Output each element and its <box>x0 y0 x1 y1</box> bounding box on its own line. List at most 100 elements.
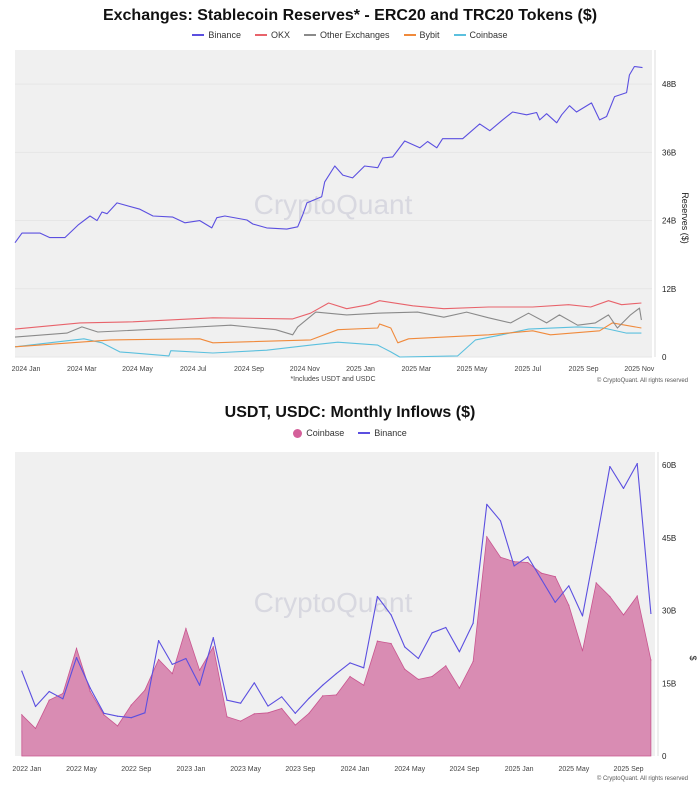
y-tick-label: 12B <box>662 285 676 294</box>
data-point-coinbase <box>527 561 529 564</box>
data-point-binance <box>609 465 611 468</box>
data-point-coinbase <box>335 694 337 696</box>
legend-item-bybit[interactable]: Bybit <box>403 30 440 40</box>
legend-item-coinbase[interactable]: Coinbase <box>293 428 344 438</box>
data-point-coinbase <box>130 704 132 706</box>
data-point-binance <box>185 657 187 660</box>
data-point-coinbase <box>431 675 433 678</box>
data-point-binance <box>75 656 78 659</box>
data-point-coinbase <box>554 576 556 578</box>
data-point-binance <box>650 612 652 615</box>
x-tick-label: 2025 Sep <box>569 366 599 373</box>
x-tick-label: 2025 Mar <box>401 366 431 373</box>
data-point-coinbase <box>267 712 269 714</box>
data-point-binance <box>48 690 50 693</box>
data-point-coinbase <box>595 582 597 584</box>
data-point-binance <box>144 712 146 714</box>
data-point-binance <box>363 667 365 669</box>
data-point-coinbase <box>322 695 324 697</box>
legend-swatch <box>192 34 205 36</box>
data-point-coinbase <box>185 627 187 630</box>
x-tick-label: 2023 May <box>230 766 261 773</box>
legend-label: Other Exchanges <box>319 30 390 40</box>
legend-item-okx[interactable]: OKX <box>254 30 290 40</box>
legend-swatch <box>254 34 267 36</box>
data-point-coinbase <box>75 647 78 649</box>
data-point-binance <box>513 565 515 567</box>
x-tick-label: 2022 Sep <box>121 766 151 773</box>
data-point-coinbase <box>363 684 365 686</box>
data-point-binance <box>240 702 242 704</box>
data-point-binance <box>62 698 64 700</box>
x-tick-label: 2025 Nov <box>624 366 654 373</box>
chart2-y-axis-label: $ <box>688 655 698 660</box>
chart2-legend: Coinbase Binance <box>0 428 700 438</box>
data-point-binance <box>294 712 296 714</box>
data-point-binance <box>322 684 324 686</box>
x-tick-label: 2024 Nov <box>290 366 320 373</box>
series-line-binance <box>14 65 643 244</box>
data-point-coinbase <box>486 536 488 538</box>
series-line-other-exchanges <box>14 307 642 338</box>
data-point-coinbase <box>294 724 296 726</box>
data-point-binance <box>636 463 638 465</box>
x-tick-label: 2024 Mar <box>67 366 97 373</box>
x-tick-label: 2024 Sep <box>449 766 479 773</box>
chart1-title: Exchanges: Stablecoin Reserves* - ERC20 … <box>102 7 598 24</box>
data-point-coinbase <box>499 556 502 558</box>
data-point-coinbase <box>89 690 91 693</box>
legend-item-binance[interactable]: Binance <box>358 428 407 438</box>
data-point-binance <box>116 715 119 717</box>
chart2-title: USDT, USDC: Monthly Inflows ($) <box>224 404 476 421</box>
data-point-binance <box>267 705 269 707</box>
data-point-coinbase <box>458 687 461 689</box>
y-tick-label: 24B <box>662 217 676 226</box>
data-point-coinbase <box>308 712 310 714</box>
data-point-binance <box>308 697 310 699</box>
data-point-coinbase <box>445 665 447 667</box>
data-point-binance <box>335 672 337 675</box>
data-point-coinbase <box>34 727 37 729</box>
legend-label: Binance <box>208 30 241 40</box>
data-point-coinbase <box>636 595 638 597</box>
data-point-binance <box>486 503 488 505</box>
data-point-coinbase <box>609 595 611 598</box>
data-point-binance <box>540 578 543 581</box>
watermark-logo: CryptoQuant <box>254 587 413 618</box>
legend-item-other-exchanges[interactable]: Other Exchanges <box>303 30 390 40</box>
chart2-copyright: © CryptoQuant. All rights reserved <box>596 776 688 782</box>
data-point-binance <box>199 684 201 686</box>
data-point-coinbase <box>21 714 23 716</box>
data-point-binance <box>281 696 283 698</box>
data-point-coinbase <box>622 614 625 616</box>
series-line-coinbase <box>14 326 642 358</box>
legend-label: Binance <box>374 428 407 438</box>
data-point-coinbase <box>157 658 160 661</box>
data-point-binance <box>349 662 351 664</box>
data-point-binance <box>472 622 474 624</box>
data-point-coinbase <box>650 659 652 661</box>
data-point-coinbase <box>472 660 474 663</box>
data-point-binance <box>404 646 406 648</box>
data-point-coinbase <box>568 604 570 606</box>
data-point-coinbase <box>390 642 392 645</box>
data-point-binance <box>554 601 556 603</box>
x-tick-label: 2025 Jan <box>346 366 375 373</box>
data-point-binance <box>212 637 214 639</box>
data-point-binance <box>581 615 584 617</box>
x-tick-label: 2025 May <box>558 766 589 773</box>
legend-item-coinbase[interactable]: Coinbase <box>453 30 508 40</box>
data-point-coinbase <box>513 560 515 563</box>
data-point-binance <box>171 663 173 665</box>
data-point-binance <box>89 687 91 689</box>
y-tick-label: 30B <box>662 607 676 616</box>
y-tick-label: 0 <box>662 353 667 362</box>
data-point-binance <box>622 487 625 489</box>
data-point-coinbase <box>240 720 242 722</box>
x-tick-label: 2025 Jul <box>515 366 542 373</box>
legend-item-binance[interactable]: Binance <box>192 30 241 40</box>
y-tick-label: 0 <box>662 752 667 761</box>
legend-swatch <box>303 34 316 36</box>
data-point-coinbase <box>171 672 173 675</box>
chart1-footnote: *Includes USDT and USDC <box>290 376 376 383</box>
